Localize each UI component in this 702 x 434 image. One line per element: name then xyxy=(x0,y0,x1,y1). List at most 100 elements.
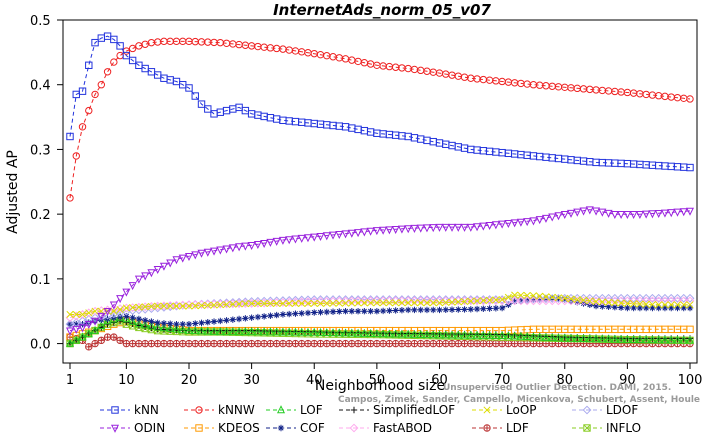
data-point-loop xyxy=(417,299,425,307)
legend-item-fastabod: FastABOD xyxy=(339,421,432,434)
data-point-lof xyxy=(84,329,93,338)
legend-label-odin: ODIN xyxy=(134,421,165,434)
data-point-fastabod xyxy=(378,296,388,306)
legend-item-cof: COF xyxy=(266,421,325,434)
data-point-ldf xyxy=(210,339,218,348)
data-point-lof xyxy=(297,327,306,336)
data-point-ldof xyxy=(622,293,632,303)
data-point-fastabod xyxy=(165,301,175,310)
data-point-knn xyxy=(128,56,137,65)
data-point-odin xyxy=(153,265,162,274)
data-point-loop xyxy=(254,299,262,308)
data-point-loop xyxy=(223,300,231,309)
data-point-lof xyxy=(266,327,275,336)
x-tick-label: 80 xyxy=(556,373,573,388)
data-point-cof xyxy=(668,304,675,312)
legend-label-lof: LOF xyxy=(300,403,323,417)
data-point-knnw xyxy=(78,123,87,131)
data-point-loop xyxy=(561,294,569,302)
data-point-odin xyxy=(404,225,413,234)
data-point-knn xyxy=(197,100,206,108)
data-point-cof xyxy=(686,304,694,312)
data-point-ldf xyxy=(360,339,369,348)
data-point-odin xyxy=(322,232,331,241)
data-point-cof xyxy=(323,308,330,316)
data-point-odin xyxy=(278,236,287,245)
data-point-loop xyxy=(523,291,531,300)
data-point-lof xyxy=(159,323,168,332)
data-point-loop xyxy=(154,302,162,310)
data-point-lof xyxy=(623,334,632,343)
data-point-loop xyxy=(423,299,431,307)
data-point-fastabod xyxy=(316,297,325,306)
data-point-lof xyxy=(579,333,588,342)
data-point-loop xyxy=(160,302,168,310)
data-point-odin xyxy=(84,320,93,329)
data-point-cof xyxy=(430,306,437,314)
data-point-ldf xyxy=(254,339,262,348)
data-point-fastabod xyxy=(222,299,231,309)
data-point-cof xyxy=(179,320,186,328)
data-point-loop xyxy=(598,298,606,306)
data-point-fastabod xyxy=(347,296,357,306)
data-point-lof xyxy=(285,327,294,336)
data-point-loop xyxy=(435,299,444,307)
data-point-odin xyxy=(560,210,569,219)
data-point-cof xyxy=(311,309,318,316)
data-point-odin xyxy=(141,272,150,281)
data-point-knnw xyxy=(116,51,124,60)
data-point-fastabod xyxy=(134,302,144,312)
data-point-cof xyxy=(467,306,475,313)
legend-label-cof: COF xyxy=(300,421,325,434)
x-tick-label: 40 xyxy=(306,373,323,388)
data-point-odin xyxy=(197,249,206,258)
data-point-odin xyxy=(573,208,582,217)
data-point-cof xyxy=(235,315,243,323)
data-point-odin xyxy=(216,246,225,255)
data-point-loop xyxy=(129,304,137,312)
data-point-lof xyxy=(210,326,219,335)
data-point-odin xyxy=(429,224,438,233)
data-point-loop xyxy=(354,299,362,307)
data-point-ldf xyxy=(185,339,193,348)
data-point-odin xyxy=(485,221,494,230)
data-point-lof xyxy=(510,331,519,340)
data-point-odin xyxy=(385,226,394,235)
data-point-lof xyxy=(397,329,406,338)
data-point-fastabod xyxy=(535,296,545,306)
data-point-odin xyxy=(354,229,363,238)
legend-label-kdeos: KDEOS xyxy=(218,421,260,434)
data-point-odin xyxy=(235,243,244,252)
data-point-lof xyxy=(667,335,676,344)
legend-label-ldf: LDF xyxy=(506,421,529,434)
data-point-lof xyxy=(191,326,200,335)
data-point-cof xyxy=(73,320,80,328)
data-point-loop xyxy=(579,296,588,304)
data-point-cof xyxy=(116,313,124,321)
data-point-odin xyxy=(241,242,250,251)
legend-item-loop: LoOP xyxy=(472,403,537,417)
data-point-loop xyxy=(511,291,519,299)
data-point-loop xyxy=(473,297,481,305)
data-point-loop xyxy=(304,299,312,308)
data-point-knnw xyxy=(66,194,74,202)
data-point-odin xyxy=(567,209,576,218)
data-point-ldf xyxy=(379,339,387,348)
series-lof xyxy=(65,312,695,347)
legend-item-knn: kNN xyxy=(100,403,159,417)
data-point-ldf xyxy=(247,339,256,348)
data-point-cof xyxy=(511,298,518,305)
data-point-lof xyxy=(404,329,413,338)
data-point-odin xyxy=(316,232,325,241)
legend-item-kdeos: KDEOS xyxy=(184,421,260,434)
x-tick-label: 10 xyxy=(118,373,135,388)
data-point-loop xyxy=(135,303,143,311)
y-axis: 0.0 0.1 0.2 0.3 0.4 0.5 xyxy=(30,14,63,353)
legend-label-fastabod: FastABOD xyxy=(373,421,432,434)
data-point-fastabod xyxy=(259,298,269,308)
data-point-ldof xyxy=(685,293,695,303)
data-point-knn xyxy=(110,35,118,44)
y-tick-label: 0.4 xyxy=(30,79,51,94)
data-point-kdeos xyxy=(686,325,694,334)
data-point-cof xyxy=(486,305,493,312)
